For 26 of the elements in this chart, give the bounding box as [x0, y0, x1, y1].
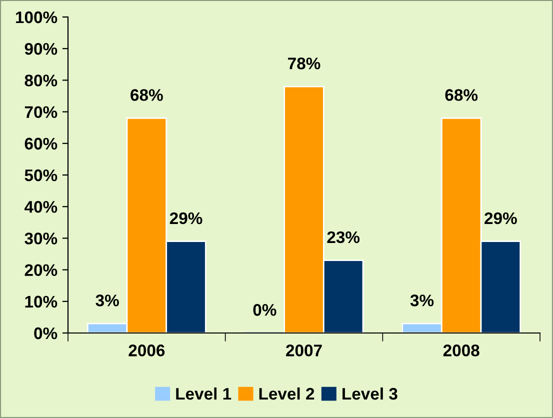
x-tick-label: 2008: [443, 344, 480, 356]
data-label: 29%: [484, 212, 517, 224]
y-tick-label: 70%: [24, 106, 58, 118]
y-tick-label: 80%: [24, 74, 58, 86]
y-tick-label: 100%: [16, 11, 58, 24]
data-label: 23%: [327, 231, 360, 244]
x-tick-label: 2007: [286, 344, 322, 356]
y-tick-label: 60%: [24, 138, 58, 150]
x-tick-label: 2006: [128, 344, 165, 356]
legend-label: Level 2: [259, 387, 314, 400]
data-label: 0%: [253, 304, 276, 316]
legend-label: Level 1: [176, 387, 232, 400]
data-label: 29%: [170, 212, 202, 224]
y-tick-label: 20%: [24, 264, 58, 276]
y-tick-label: 10%: [25, 296, 58, 308]
data-label: 68%: [130, 89, 163, 101]
legend-label: Level 3: [342, 387, 398, 400]
y-tick-label: 30%: [24, 232, 58, 244]
data-label: 68%: [445, 89, 478, 101]
y-tick-label: 90%: [24, 43, 58, 55]
data-label: 3%: [96, 294, 119, 306]
y-tick-label: 40%: [24, 201, 58, 213]
y-tick-label: 50%: [24, 169, 58, 182]
y-tick-label: 0%: [34, 327, 58, 340]
data-label: 3%: [410, 294, 434, 306]
data-label: 78%: [288, 58, 320, 70]
